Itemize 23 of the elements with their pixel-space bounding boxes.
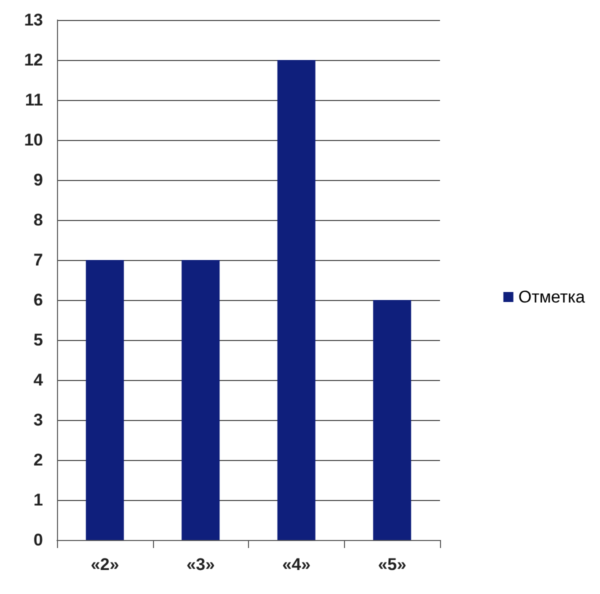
y-tick-label: 7 <box>34 250 43 270</box>
y-tick-label: 9 <box>34 170 43 190</box>
x-tick-label: «2» <box>90 555 120 574</box>
bar <box>86 260 124 540</box>
y-tick-label: 10 <box>24 130 43 150</box>
bar <box>182 260 220 540</box>
y-tick-label: 6 <box>34 290 43 310</box>
y-tick-label: 8 <box>34 210 43 230</box>
bar <box>373 300 412 540</box>
legend-label: Отметка <box>518 288 586 306</box>
y-tick-label: 4 <box>34 370 44 390</box>
y-tick-label: 3 <box>34 410 43 430</box>
y-tick-label: 12 <box>24 50 43 70</box>
x-tick-label: «4» <box>282 555 311 574</box>
y-tick-label: 0 <box>34 530 43 550</box>
y-tick-label: 13 <box>24 10 43 30</box>
y-tick-label: 2 <box>34 450 43 470</box>
y-tick-label: 5 <box>34 330 43 350</box>
y-tick-label: 11 <box>25 90 43 110</box>
bar <box>277 60 316 540</box>
y-tick-label: 1 <box>34 490 43 510</box>
x-tick-label: «3» <box>186 555 215 574</box>
x-tick-label: «5» <box>378 555 406 574</box>
